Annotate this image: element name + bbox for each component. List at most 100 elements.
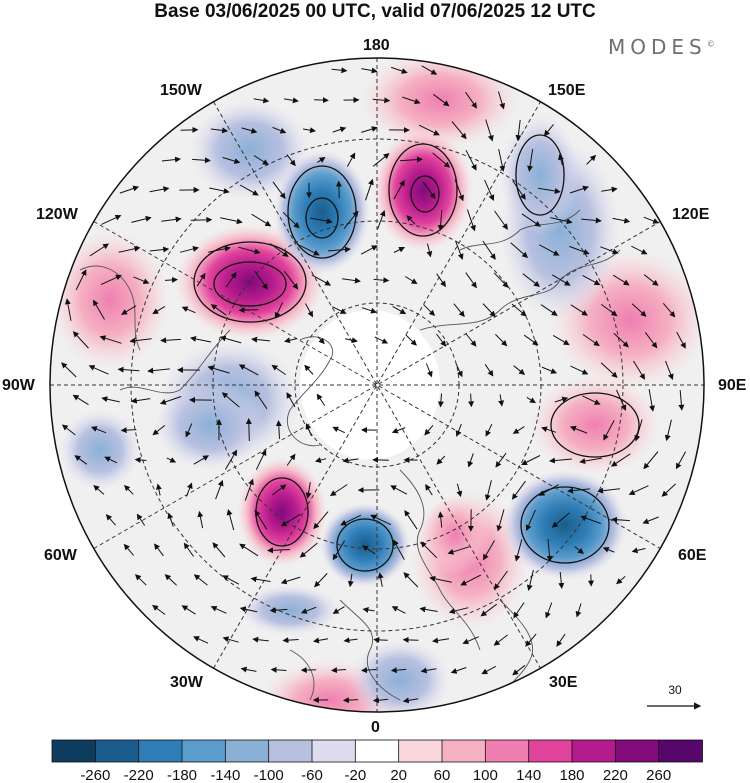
wind-arrow: [525, 509, 536, 532]
wind-arrow: [208, 245, 231, 253]
wind-arrow: [485, 119, 494, 142]
wind-arrow: [613, 332, 629, 348]
wind-arrow: [147, 367, 170, 374]
wind-arrow: [212, 542, 226, 558]
wind-arrow: [299, 542, 318, 558]
wind-arrow: [72, 394, 89, 406]
wind-arrow: [514, 539, 523, 562]
colorbar-tick-label: 20: [390, 767, 407, 783]
graticule: [50, 58, 704, 712]
wind-arrow: [133, 276, 150, 284]
wind-arrow: [419, 606, 438, 613]
wind-arrow: [540, 304, 558, 316]
wind-arrow: [286, 453, 296, 466]
wind-arrow: [331, 667, 347, 674]
wind-arrow: [269, 243, 289, 257]
wind-arrow: [455, 363, 463, 378]
wind-arrow: [209, 187, 230, 194]
wind-arrow: [372, 697, 389, 704]
wind-arrow: [510, 242, 529, 258]
wind-arrow: [238, 246, 261, 255]
wind-arrow: [597, 487, 620, 494]
wind-arrow: [420, 541, 438, 559]
anomaly-center: [237, 457, 327, 567]
wind-arrow: [72, 331, 89, 349]
wind-arrow: [134, 574, 147, 586]
wind-arrow: [495, 452, 507, 468]
wind-arrow: [161, 216, 182, 223]
lon-label-90w: 90W: [2, 377, 35, 394]
wind-arrow: [393, 247, 405, 253]
wind-arrow: [332, 126, 347, 133]
wind-arrow: [253, 97, 270, 104]
wind-arrow: [512, 426, 525, 434]
wind-arrow: [498, 394, 505, 407]
wind-arrow: [494, 570, 508, 590]
wind-arrow: [118, 245, 141, 253]
wind-arrow: [347, 573, 354, 588]
wind-arrow: [317, 157, 326, 163]
wind-arrow: [391, 427, 406, 434]
wind-arrow: [465, 91, 478, 109]
wind-arrow: [327, 246, 351, 253]
wind-arrow: [601, 186, 618, 193]
wind-arrow: [465, 149, 477, 171]
wind-arrow: [631, 245, 648, 255]
wind-arrow: [282, 637, 299, 644]
wind-arrow: [254, 270, 268, 290]
colorbar-swatch: [354, 739, 400, 763]
wind-arrow: [643, 451, 659, 470]
lon-label-30w: 30W: [170, 674, 203, 691]
wind-arrow: [554, 396, 569, 403]
wind-arrow: [390, 485, 408, 495]
wind-arrow: [361, 667, 377, 674]
wind-arrow: [226, 509, 235, 531]
lon-label-90e: 90E: [718, 377, 747, 394]
wind-arrow: [465, 333, 477, 347]
wind-arrow: [317, 336, 325, 345]
wind-arrow: [493, 634, 508, 646]
lon-label-30e: 30E: [549, 674, 578, 691]
wind-arrow: [600, 362, 618, 378]
wind-arrow: [331, 67, 348, 74]
colorbar-swatch: [311, 739, 357, 763]
wind-arrow: [558, 571, 565, 589]
wind-arrow: [61, 424, 76, 436]
wind-arrow: [120, 427, 137, 434]
wind-arrow: [538, 484, 559, 496]
wind-arrow: [482, 303, 496, 318]
wind-arrow: [361, 126, 378, 133]
wind-arrow: [129, 337, 152, 344]
wind-arrow: [251, 213, 272, 227]
colorbar-swatch: [94, 739, 140, 763]
wind-arrow: [329, 484, 348, 497]
wind-arrow: [239, 543, 259, 557]
wind-arrow: [153, 543, 164, 557]
wind-arrow: [225, 271, 237, 288]
wind-arrow: [64, 298, 72, 321]
wind-arrow: [521, 213, 541, 227]
wind-arrow: [497, 91, 506, 110]
wind-arrow: [631, 303, 647, 317]
wind-arrow: [634, 419, 643, 442]
wind-arrow: [272, 181, 286, 200]
wind-arrow: [241, 127, 258, 134]
wind-arrow: [392, 305, 407, 315]
wind-arrow: [197, 510, 204, 529]
wind-arrow: [484, 364, 494, 377]
wind-arrow: [551, 274, 571, 286]
wind-arrow: [526, 396, 536, 404]
wind-arrow: [342, 697, 359, 704]
wind-arrow: [482, 240, 496, 260]
colorbar-swatch: [224, 739, 270, 763]
colorbar-tick-label: -180: [167, 767, 197, 783]
wind-arrow: [93, 484, 105, 495]
wind-arrow: [149, 246, 170, 253]
wind-arrow: [513, 602, 525, 619]
wind-arrow: [460, 574, 482, 586]
wind-arrow: [485, 423, 493, 437]
wind-arrow: [269, 607, 288, 614]
wind-arrow: [541, 366, 558, 374]
wind-arrow: [272, 126, 287, 134]
wind-arrow: [466, 209, 476, 232]
